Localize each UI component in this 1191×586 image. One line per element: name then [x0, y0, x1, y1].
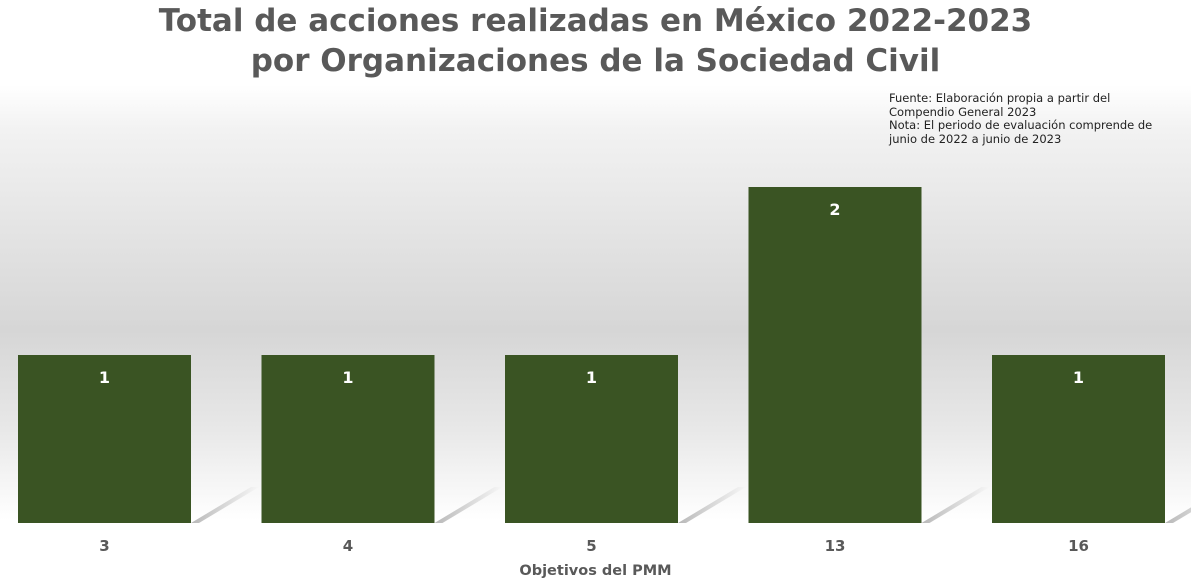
source-note-line-1: Fuente: Elaboración propia a partir del: [889, 91, 1111, 105]
x-tick-label-16: 16: [1068, 537, 1089, 555]
data-label-4: 1: [342, 368, 353, 387]
x-tick-label-3: 3: [99, 537, 109, 555]
bar-shadow-13: [921, 487, 990, 523]
bar-objetivo-13: [748, 187, 922, 523]
data-label-5: 1: [586, 368, 597, 387]
bar-objetivo-3: [18, 355, 191, 523]
data-label-3: 1: [99, 368, 110, 387]
bar-shadow-4: [434, 487, 503, 523]
source-note-line-3: Nota: El periodo de evaluación comprende…: [889, 118, 1153, 132]
x-tick-label-4: 4: [343, 537, 353, 555]
data-label-13: 2: [829, 200, 840, 219]
source-note-line-4: junio de 2022 a junio de 2023: [889, 131, 1062, 146]
bar-objetivo-4: [261, 355, 435, 523]
bar-objetivo-5: [505, 355, 678, 523]
x-tick-label-13: 13: [825, 537, 846, 555]
x-axis-label: Objetivos del PMM: [519, 563, 672, 579]
chart-title-line-1: Total de acciones realizadas en México 2…: [158, 3, 1033, 39]
chart-title-line-2: por Organizaciones de la Sociedad Civil: [250, 43, 941, 79]
source-note-line-2: Compendio General 2023: [889, 104, 1037, 119]
source-note: Fuente: Elaboración propia a partir del …: [889, 91, 1189, 146]
data-label-16: 1: [1073, 368, 1084, 387]
bar-shadow-5: [678, 487, 746, 523]
x-tick-label-5: 5: [586, 537, 596, 555]
bar-shadow-16: [1165, 507, 1191, 523]
bar-shadow-3: [191, 487, 259, 523]
bar-objetivo-16: [992, 355, 1165, 523]
